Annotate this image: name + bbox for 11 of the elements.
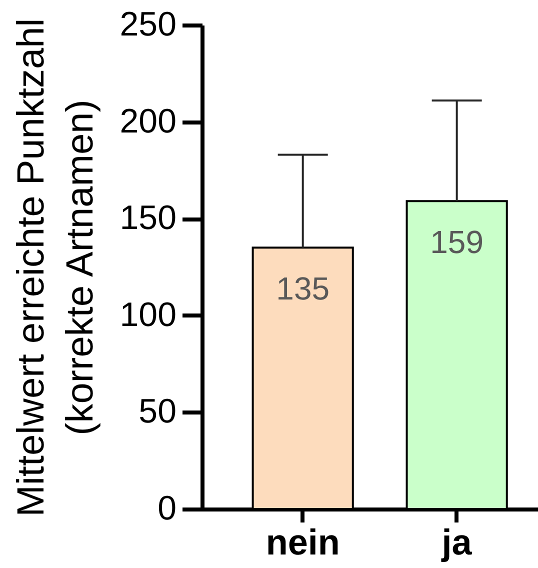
y-axis-title: Mittelwert erreichte Punktzahl (korrekte Artnamen) — [10, 18, 102, 517]
x-tick-label: nein — [266, 522, 340, 562]
y-tick-label: 250 — [120, 6, 176, 44]
y-tick-label: 150 — [120, 199, 176, 238]
x-tick-label: ja — [440, 522, 473, 562]
y-tick-label: 50 — [138, 392, 176, 431]
y-tick-label: 200 — [120, 102, 176, 140]
data-label: 159 — [430, 224, 484, 260]
y-tick-label: 0 — [158, 490, 176, 528]
y-tick-label: 100 — [120, 296, 176, 334]
data-label: 135 — [276, 270, 330, 307]
